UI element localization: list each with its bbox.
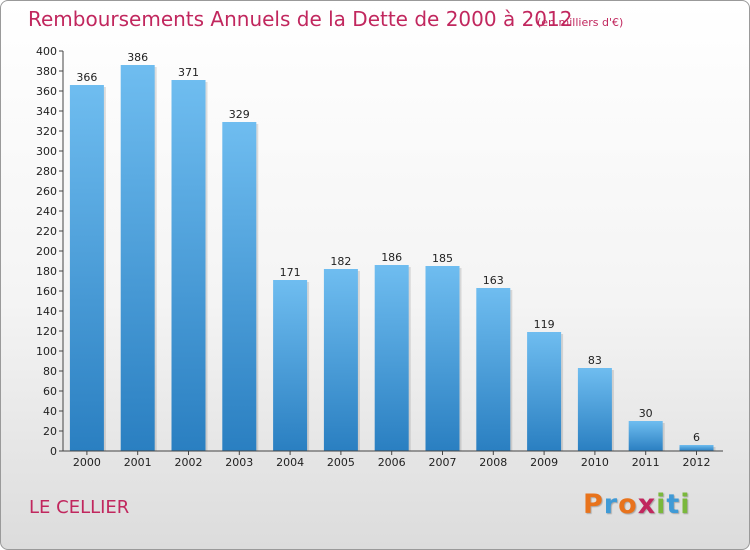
bar-value-label: 30 — [639, 407, 653, 420]
bar-value-label: 119 — [534, 318, 555, 331]
x-tick-label: 2008 — [479, 456, 507, 469]
bar — [323, 269, 358, 451]
brand-letter: i — [680, 489, 691, 520]
x-tick-label: 2002 — [175, 456, 203, 469]
x-tick-label: 2004 — [276, 456, 304, 469]
bar-value-label: 182 — [330, 255, 351, 268]
bar — [425, 266, 460, 451]
bar — [69, 85, 104, 451]
y-tick-label: 20 — [43, 425, 57, 438]
bar — [577, 368, 612, 451]
bar-value-label: 171 — [280, 266, 301, 279]
x-tick-label: 2009 — [530, 456, 558, 469]
bar — [476, 288, 511, 451]
y-tick-label: 40 — [43, 405, 57, 418]
y-tick-label: 360 — [36, 85, 57, 98]
y-tick-label: 240 — [36, 205, 57, 218]
x-tick-label: 2010 — [581, 456, 609, 469]
y-tick-label: 400 — [36, 45, 57, 58]
y-tick-label: 100 — [36, 345, 57, 358]
brand-letter: t — [666, 489, 681, 520]
x-tick-label: 2000 — [73, 456, 101, 469]
x-tick-label: 2001 — [124, 456, 152, 469]
y-tick-label: 160 — [36, 285, 57, 298]
bar-value-label: 366 — [76, 71, 97, 84]
y-tick-label: 60 — [43, 385, 57, 398]
bar — [222, 122, 257, 451]
bar-value-label: 185 — [432, 252, 453, 265]
chart-subtitle: (en milliers d'€) — [537, 16, 624, 29]
y-tick-label: 320 — [36, 125, 57, 138]
bar — [273, 280, 308, 451]
y-tick-label: 220 — [36, 225, 57, 238]
bar-value-label: 163 — [483, 274, 504, 287]
y-tick-label: 300 — [36, 145, 57, 158]
brand-letter: r — [603, 489, 619, 520]
y-tick-label: 80 — [43, 365, 57, 378]
proxiti-logo[interactable]: Proxiti — [583, 489, 691, 520]
y-tick-label: 340 — [36, 105, 57, 118]
bar-value-label: 371 — [178, 66, 199, 79]
y-tick-label: 200 — [36, 245, 57, 258]
bar — [171, 80, 206, 451]
y-tick-label: 280 — [36, 165, 57, 178]
x-tick-label: 2007 — [429, 456, 457, 469]
bar-value-label: 386 — [127, 51, 148, 64]
bars: 366 386 371 329 171 182 186 185 163 119 83 30 6 — [69, 51, 716, 451]
bar-value-label: 83 — [588, 354, 602, 367]
bar — [679, 445, 714, 451]
brand-letter: P — [583, 489, 604, 520]
y-tick-label: 380 — [36, 65, 57, 78]
bar — [120, 65, 155, 451]
bar — [374, 265, 409, 451]
bar-value-label: 6 — [693, 431, 700, 444]
y-tick-label: 140 — [36, 305, 57, 318]
brand-letter: i — [656, 489, 667, 520]
x-tick-label: 2012 — [683, 456, 711, 469]
x-axis: 2000 2001 2002 2003 2004 2005 2006 2007 2008 2009… — [63, 450, 723, 469]
bar — [628, 421, 663, 451]
bar-value-label: 186 — [381, 251, 402, 264]
x-tick-label: 2005 — [327, 456, 355, 469]
x-tick-label: 2003 — [225, 456, 253, 469]
y-tick-label: 0 — [50, 445, 57, 458]
y-tick-label: 120 — [36, 325, 57, 338]
chart-title: Remboursements Annuels de la Dette de 20… — [28, 7, 573, 31]
bar — [527, 332, 562, 451]
y-tick-label: 180 — [36, 265, 57, 278]
x-tick-label: 2011 — [632, 456, 660, 469]
y-axis: 0 20 40 60 80 100 120 140 160 180 200 220 240 260 280 3… — [36, 45, 64, 458]
bar-value-label: 329 — [229, 108, 250, 121]
brand-letter: o — [618, 489, 638, 520]
brand-letter: x — [637, 489, 657, 520]
x-tick-label: 2006 — [378, 456, 406, 469]
y-tick-label: 260 — [36, 185, 57, 198]
commune-name: LE CELLIER — [29, 497, 130, 518]
